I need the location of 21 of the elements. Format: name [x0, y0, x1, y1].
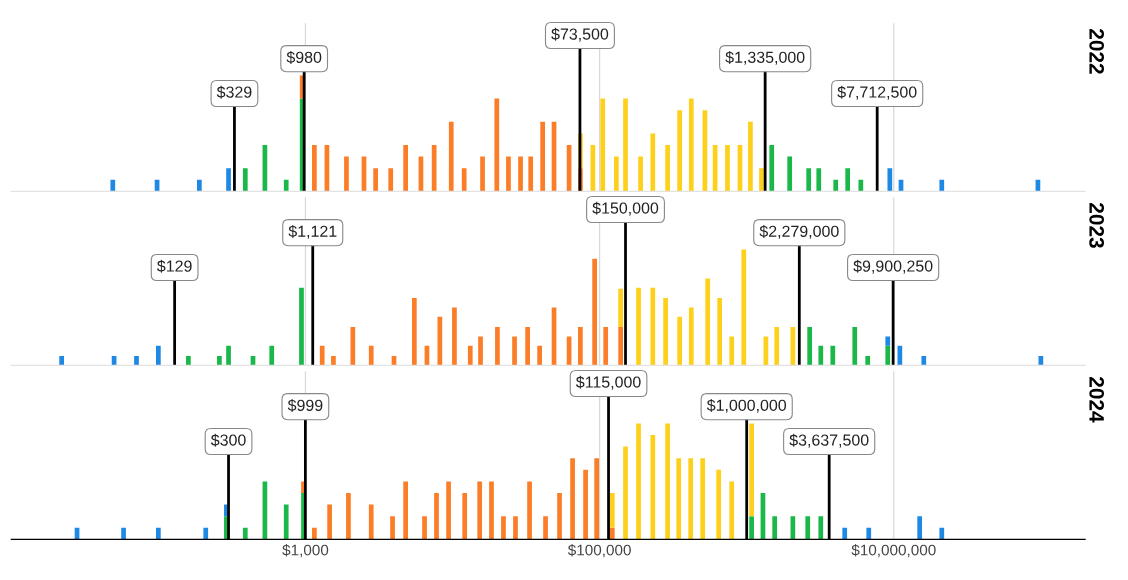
ref-line-label: $150,000: [592, 201, 659, 216]
ref-line-label: $7,712,500: [837, 85, 917, 100]
ref-line-label: $129: [157, 259, 192, 273]
ref-line-label: $115,000: [575, 375, 641, 390]
ref-line-label: $300: [210, 433, 246, 447]
ref-line-label: $9,900,250: [853, 259, 933, 274]
ref-line-label: $1,335,000: [725, 50, 805, 65]
x-tick-label: $10,000,000: [851, 544, 936, 558]
ref-line-label: $73,500: [551, 27, 609, 42]
chart-title: 2024: [1089, 376, 1105, 423]
ref-line-label: $2,279,000: [759, 224, 839, 239]
ref-line-label: $1,121: [288, 224, 337, 239]
ref-line-label: $999: [287, 398, 323, 412]
ref-line-label: $1,000,000: [706, 398, 787, 413]
ref-line-label: $3,637,500: [789, 433, 869, 448]
ref-line-label: $329: [216, 85, 252, 99]
x-tick-label: $1,000: [282, 544, 329, 558]
ref-line-label: $980: [286, 50, 322, 64]
x-tick-label: $100,000: [567, 544, 631, 558]
chart-title: 2022: [1089, 28, 1105, 74]
chart-title: 2023: [1089, 202, 1105, 248]
